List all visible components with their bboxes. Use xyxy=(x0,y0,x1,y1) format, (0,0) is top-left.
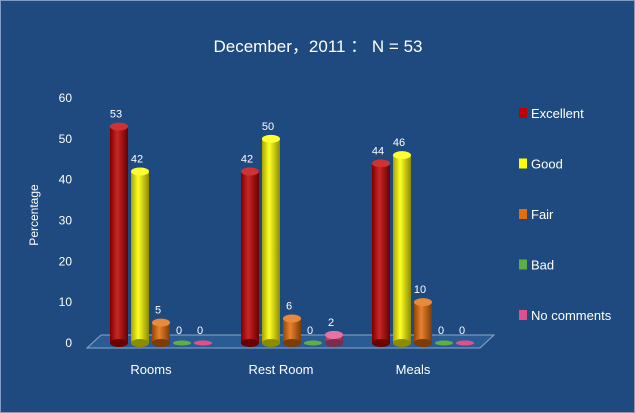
bar-top xyxy=(283,314,301,323)
data-label: 42 xyxy=(131,154,143,166)
data-label: 2 xyxy=(328,317,334,329)
data-label: 46 xyxy=(393,137,405,149)
bar-body xyxy=(110,126,128,343)
bar-top xyxy=(414,298,432,307)
bar-body xyxy=(325,334,343,343)
y-tick-label: 40 xyxy=(59,173,73,187)
data-label: 0 xyxy=(307,325,313,337)
legend-label: Excellent xyxy=(531,106,584,121)
x-category-label: Meals xyxy=(396,362,431,377)
bar: 6 xyxy=(283,301,301,347)
bar-base xyxy=(110,339,128,347)
bar-body xyxy=(131,171,149,343)
legend-item: No comments xyxy=(519,308,612,323)
legend: Excellent Good Fair Bad No comments xyxy=(519,106,612,323)
data-label: 10 xyxy=(414,284,426,296)
bar-base xyxy=(131,339,149,347)
bar: 46 xyxy=(393,137,411,347)
x-category-label: Rooms xyxy=(130,362,172,377)
data-label: 0 xyxy=(176,325,182,337)
x-axis-categories: Rooms Rest Room Meals xyxy=(130,362,430,377)
bar: 50 xyxy=(262,121,280,347)
bar-flat xyxy=(456,340,474,346)
legend-label: Bad xyxy=(531,258,554,273)
bar: 42 xyxy=(131,154,149,347)
bar-top xyxy=(372,159,390,168)
data-label: 44 xyxy=(372,145,384,157)
data-label: 0 xyxy=(459,325,465,337)
y-tick-label: 10 xyxy=(59,295,73,309)
bar-top xyxy=(110,122,128,131)
bar-top xyxy=(241,167,259,176)
x-category-label: Rest Room xyxy=(248,362,313,377)
bar-top xyxy=(325,330,343,339)
legend-swatch xyxy=(519,108,527,118)
data-label: 0 xyxy=(197,325,203,337)
legend-swatch xyxy=(519,209,527,219)
bar: 10 xyxy=(414,284,432,347)
bar-body xyxy=(393,155,411,343)
bar-body xyxy=(241,171,259,343)
y-tick-label: 20 xyxy=(59,254,73,268)
bar-base xyxy=(372,339,390,347)
bar-base xyxy=(152,339,170,347)
y-tick-label: 60 xyxy=(59,91,73,105)
legend-item: Good xyxy=(519,157,563,172)
y-axis-ticks: 0 10 20 30 40 50 60 xyxy=(59,91,73,350)
data-label: 42 xyxy=(241,154,253,166)
data-label: 50 xyxy=(262,121,274,133)
bar-flat xyxy=(304,340,322,346)
bar-body xyxy=(262,138,280,343)
legend-swatch xyxy=(519,310,527,320)
bar-body xyxy=(414,302,432,343)
legend-item: Bad xyxy=(519,258,554,273)
bar-base xyxy=(414,339,432,347)
chart-title: December，2011 ： N = 53 xyxy=(214,37,423,56)
bar-top xyxy=(152,318,170,327)
data-label: 6 xyxy=(286,301,292,313)
y-tick-label: 50 xyxy=(59,132,73,146)
bar-body xyxy=(152,322,170,343)
bar-base xyxy=(393,339,411,347)
bar-top xyxy=(393,151,411,160)
bar: 0 xyxy=(304,325,322,346)
bar-flat xyxy=(194,340,212,346)
bar: 2 xyxy=(325,317,343,347)
bar: 0 xyxy=(173,325,191,346)
bar: 42 xyxy=(241,154,259,347)
y-tick-label: 0 xyxy=(65,336,72,350)
bar-base xyxy=(325,339,343,347)
bar-flat xyxy=(435,340,453,346)
bar-flat xyxy=(173,340,191,346)
bar: 5 xyxy=(152,305,170,347)
data-label: 53 xyxy=(110,109,122,121)
y-tick-label: 30 xyxy=(59,214,73,228)
bar-top xyxy=(131,167,149,176)
legend-swatch xyxy=(519,259,527,270)
legend-label: Fair xyxy=(531,207,554,222)
legend-item: Excellent xyxy=(519,106,584,121)
data-label: 5 xyxy=(155,305,161,317)
legend-item: Fair xyxy=(519,207,554,222)
bar: 0 xyxy=(456,325,474,346)
bar-base xyxy=(262,339,280,347)
bar-base xyxy=(241,339,259,347)
bar: 44 xyxy=(372,145,390,347)
bar: 0 xyxy=(194,325,212,346)
legend-label: Good xyxy=(531,157,563,172)
bar: 53 xyxy=(110,109,128,347)
bar-base xyxy=(283,339,301,347)
legend-label: No comments xyxy=(531,308,612,323)
y-axis-label: Percentage xyxy=(27,184,41,246)
bar-top xyxy=(262,134,280,143)
legend-swatch xyxy=(519,158,527,169)
bar-body xyxy=(372,163,390,343)
bar: 0 xyxy=(435,325,453,346)
bar-body xyxy=(283,318,301,343)
data-label: 0 xyxy=(438,325,444,337)
